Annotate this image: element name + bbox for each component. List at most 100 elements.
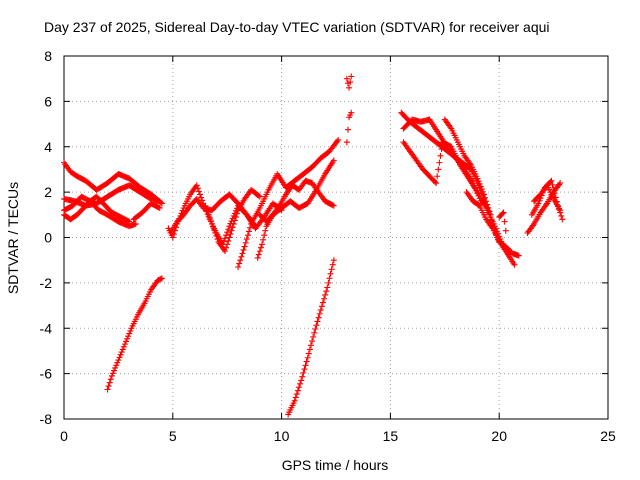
data-point	[205, 211, 212, 218]
data-point	[323, 288, 330, 295]
data-point	[123, 338, 130, 345]
series-track-t	[463, 189, 522, 259]
series-track-n	[343, 73, 355, 91]
data-point	[252, 223, 259, 230]
data-point	[158, 275, 165, 282]
data-point	[243, 236, 250, 243]
data-point	[235, 263, 242, 270]
data-point	[305, 350, 312, 357]
x-tick-label: 20	[491, 428, 507, 444]
data-point	[306, 346, 313, 353]
chart-title: Day 237 of 2025, Sidereal Day-to-day VTE…	[44, 19, 550, 35]
data-point	[236, 260, 243, 267]
data-point	[233, 210, 240, 217]
data-point	[203, 205, 210, 212]
data-point	[231, 217, 238, 224]
data-point	[208, 220, 215, 227]
data-point	[256, 248, 263, 255]
y-tick-label: -8	[40, 411, 53, 427]
data-point	[247, 224, 254, 231]
data-point	[118, 349, 125, 356]
data-point	[557, 180, 564, 187]
data-point	[438, 146, 445, 153]
data-point	[500, 209, 507, 216]
data-point	[261, 232, 268, 239]
series-track-v	[524, 180, 564, 236]
data-point	[223, 244, 230, 251]
data-point	[324, 284, 331, 291]
data-point	[169, 234, 176, 241]
series-track-r	[400, 139, 507, 250]
series-track-s	[441, 116, 494, 218]
data-point	[309, 338, 316, 345]
data-point	[515, 252, 522, 259]
data-point	[125, 218, 132, 225]
data-point	[126, 330, 133, 337]
data-point	[479, 188, 486, 195]
data-point	[298, 377, 305, 384]
data-point	[344, 126, 351, 133]
data-point	[224, 229, 231, 236]
data-point	[292, 394, 299, 401]
data-point	[476, 180, 483, 187]
data-point	[226, 223, 233, 230]
x-tick-label: 0	[60, 428, 68, 444]
data-point	[194, 185, 201, 192]
data-point	[499, 210, 506, 217]
data-point	[535, 200, 542, 207]
data-point	[193, 182, 200, 189]
data-point	[330, 257, 337, 264]
data-point	[297, 380, 304, 387]
y-tick-label: -4	[40, 320, 53, 336]
data-point	[558, 212, 565, 219]
data-point	[155, 204, 162, 211]
data-point	[343, 139, 350, 146]
data-point	[327, 270, 334, 277]
data-point	[549, 181, 556, 188]
data-point	[311, 329, 318, 336]
y-tick-label: 6	[44, 93, 52, 109]
data-point	[121, 341, 128, 348]
data-point	[485, 205, 492, 212]
data-point	[109, 370, 116, 377]
series-track-m	[285, 257, 337, 418]
data-point	[474, 175, 481, 182]
y-tick-label: 8	[44, 48, 52, 64]
y-tick-label: 0	[44, 230, 52, 246]
data-point	[117, 351, 124, 358]
data-point	[484, 201, 491, 208]
series-track-x	[531, 182, 564, 214]
data-point	[536, 197, 543, 204]
data-point	[559, 216, 566, 223]
data-point	[224, 241, 231, 248]
data-point	[300, 369, 307, 376]
data-point	[106, 379, 113, 386]
data-point	[291, 397, 298, 404]
x-tick-label: 25	[600, 428, 616, 444]
data-point	[547, 178, 554, 185]
data-point	[238, 253, 245, 260]
data-point	[105, 383, 112, 390]
data-point	[255, 192, 262, 199]
series-track-c	[61, 193, 139, 230]
data-point	[113, 362, 120, 369]
data-point	[302, 362, 309, 369]
data-point	[343, 75, 350, 82]
data-point	[232, 214, 239, 221]
data-point	[125, 333, 132, 340]
data-point	[225, 226, 232, 233]
data-point	[259, 241, 266, 248]
tick-layer: 0 5 10 15 20 25 -8 -6 -4 -2 0 2 4 6 8	[40, 48, 616, 444]
data-point	[501, 218, 508, 225]
data-point	[214, 236, 221, 243]
data-point	[206, 214, 213, 221]
series-track-l	[256, 157, 337, 225]
data-point	[170, 231, 177, 238]
data-point	[328, 266, 335, 273]
data-point	[296, 384, 303, 391]
data-point	[294, 387, 301, 394]
data-point	[230, 220, 237, 227]
data-point	[119, 346, 126, 353]
data-point	[478, 186, 485, 193]
data-point	[487, 211, 494, 218]
